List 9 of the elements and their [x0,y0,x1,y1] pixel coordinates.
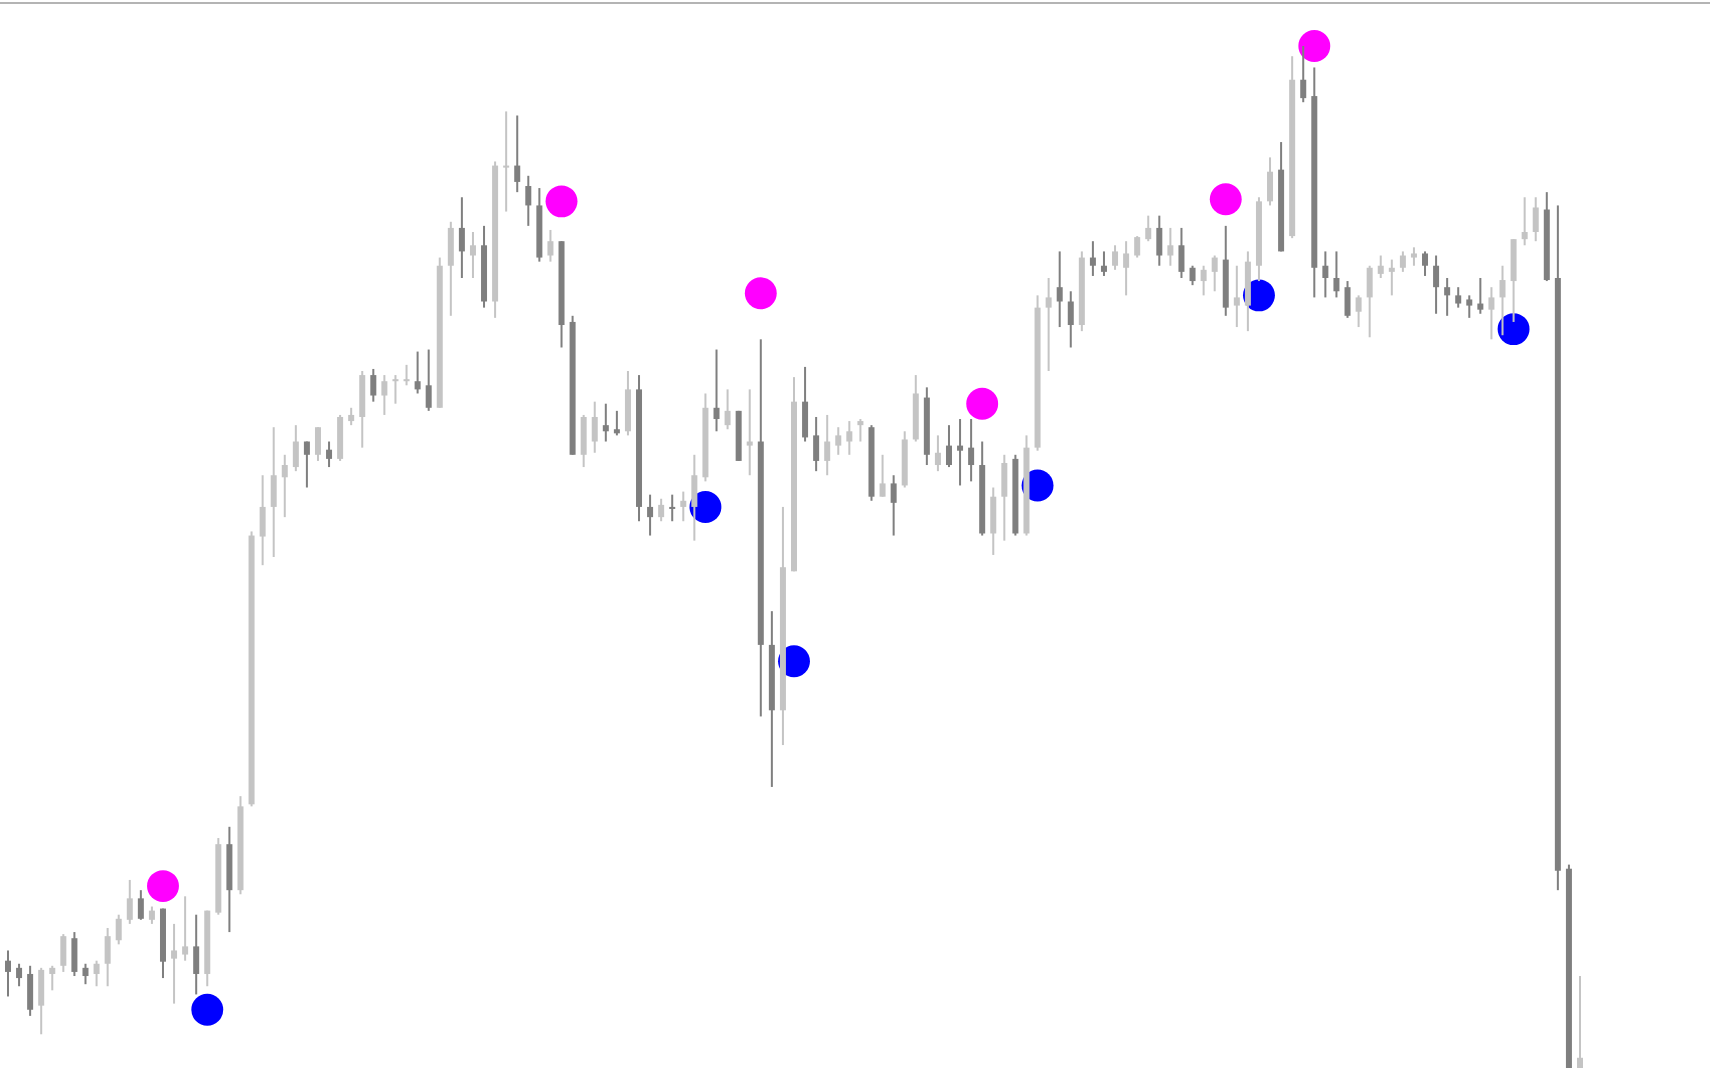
point [1298,30,1331,62]
candlestick [735,410,742,461]
point [744,277,777,310]
point [1209,183,1242,216]
point [191,993,224,1026]
point [545,185,578,218]
point [147,870,179,903]
point [966,387,999,420]
point [1497,313,1530,346]
